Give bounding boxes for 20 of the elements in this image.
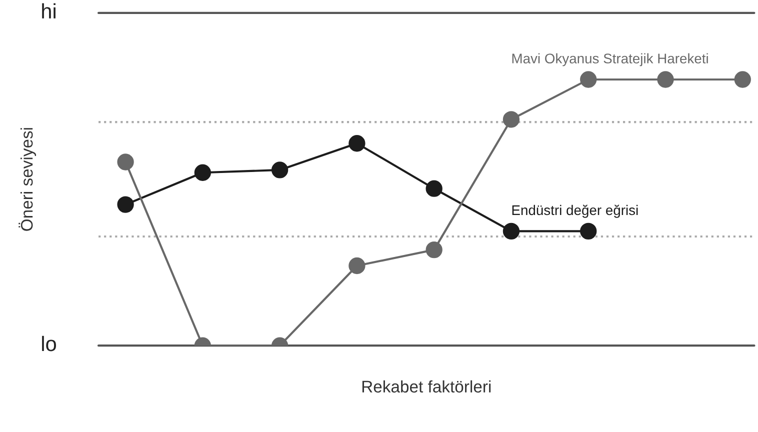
point	[502, 111, 520, 128]
point	[426, 180, 442, 197]
point	[117, 154, 134, 170]
point	[657, 71, 674, 88]
point	[502, 222, 520, 240]
point	[348, 135, 366, 152]
point	[194, 164, 212, 181]
point	[117, 196, 134, 213]
point	[580, 222, 597, 240]
x-axis-title: Rekabet faktörleri	[362, 380, 491, 393]
ref-line-label: hi	[42, 3, 56, 18]
y-axis-title: Öneri seviyesi	[18, 128, 36, 231]
point	[271, 162, 288, 178]
point	[348, 257, 366, 274]
point	[426, 241, 442, 258]
point	[734, 71, 751, 88]
series-label: Mavi Okyanus Stratejik Hareketi	[512, 53, 708, 66]
point	[580, 71, 597, 88]
ref-line-label: lo	[42, 336, 56, 352]
series-label: Endüstri değer eğrisi	[512, 204, 638, 218]
